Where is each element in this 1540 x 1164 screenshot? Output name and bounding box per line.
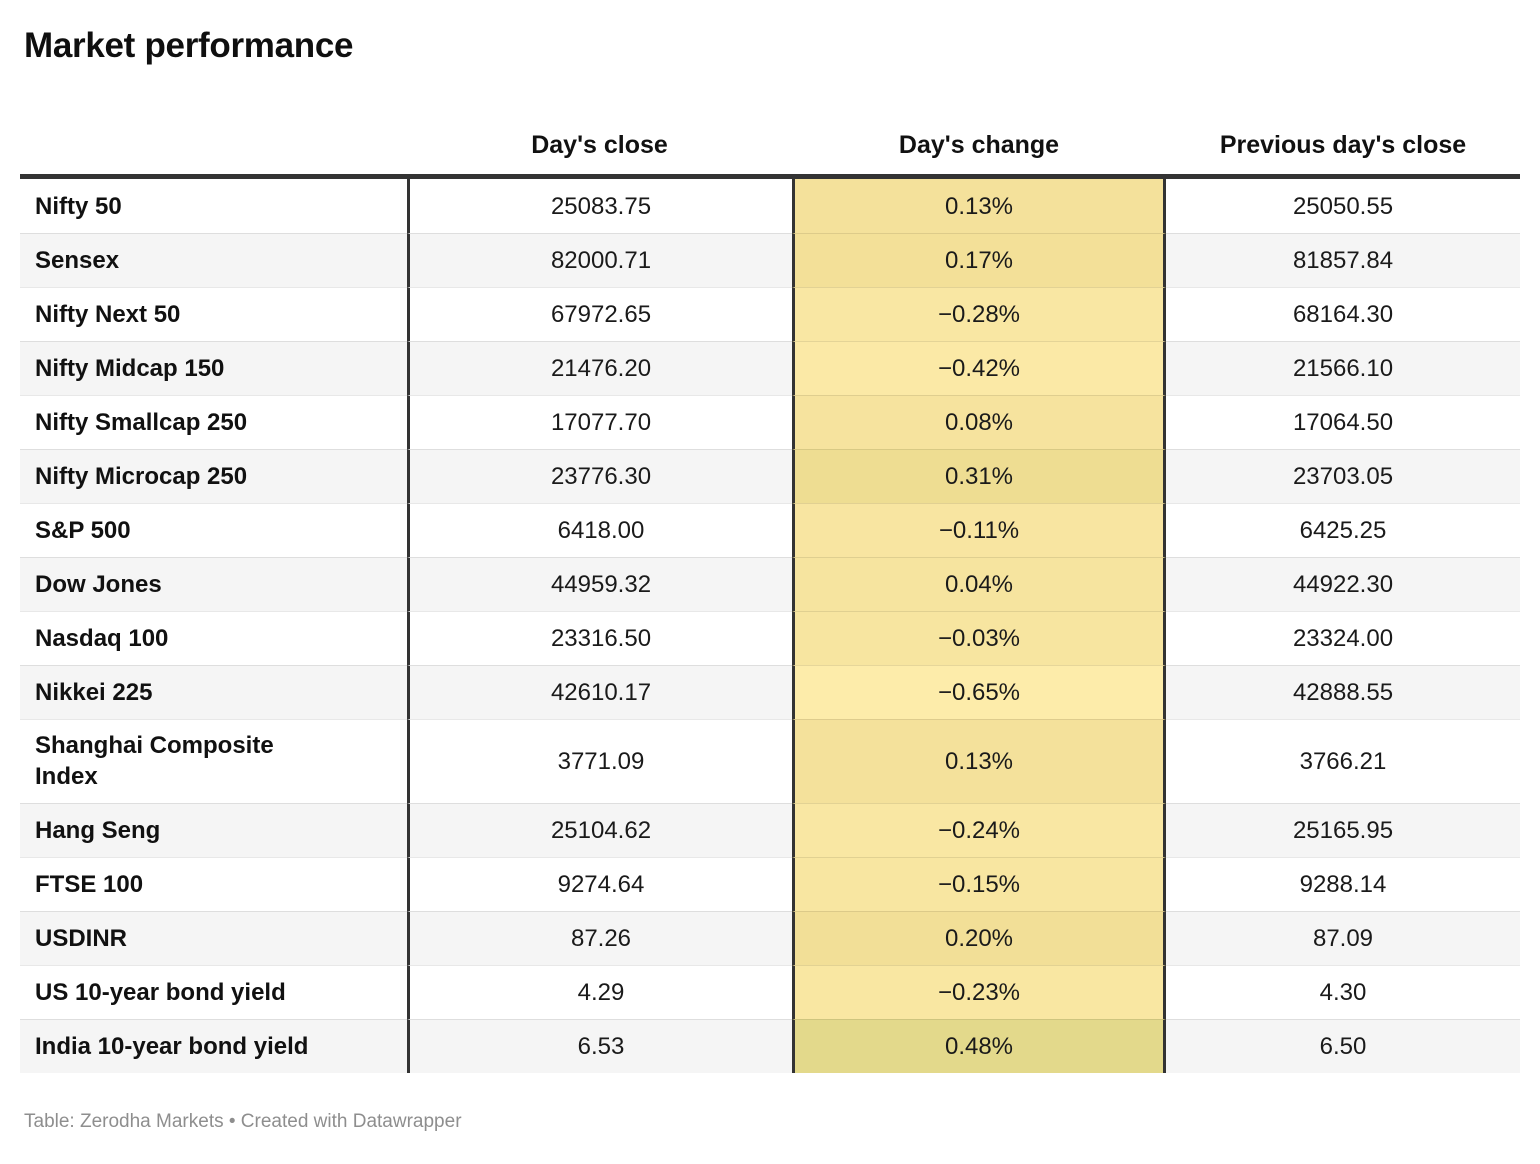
days-change-value: −0.65%: [792, 665, 1166, 720]
days-change-value: 0.48%: [792, 1018, 1166, 1073]
days-close-value: 87.26: [407, 910, 792, 965]
table-row: FTSE 100 9274.64 −0.15% 9288.14: [20, 856, 1520, 911]
table-row: Nasdaq 100 23316.50 −0.03% 23324.00: [20, 611, 1520, 666]
table-row: Nifty Microcap 250 23776.30 0.31% 23703.…: [20, 449, 1520, 504]
days-close-value: 25083.75: [407, 179, 792, 234]
previous-close-value: 9288.14: [1166, 856, 1520, 911]
previous-close-value: 6425.25: [1166, 503, 1520, 557]
table-row: Nifty Midcap 150 21476.20 −0.42% 21566.1…: [20, 341, 1520, 396]
attribution-text: Table: Zerodha Markets • Created with Da…: [24, 1110, 462, 1132]
column-header-name: [20, 160, 407, 174]
table-row: Nifty Smallcap 250 17077.70 0.08% 17064.…: [20, 395, 1520, 450]
previous-close-value: 6.50: [1166, 1018, 1520, 1073]
table-body: Nifty 50 25083.75 0.13% 25050.55 Sensex …: [20, 179, 1520, 1073]
previous-close-value: 3766.21: [1166, 719, 1520, 802]
days-close-value: 4.29: [407, 964, 792, 1019]
table-row: USDINR 87.26 0.20% 87.09: [20, 910, 1520, 965]
row-label: Nifty Smallcap 250: [20, 395, 407, 449]
days-close-value: 82000.71: [407, 233, 792, 288]
page-title: Market performance: [24, 26, 354, 65]
days-close-value: 67972.65: [407, 287, 792, 342]
row-label: Nifty Next 50: [20, 287, 407, 341]
days-change-value: −0.15%: [792, 856, 1166, 911]
days-close-value: 21476.20: [407, 341, 792, 396]
row-label: India 10-year bond yield: [20, 1018, 407, 1073]
column-header-days-close: Day's close: [531, 131, 668, 160]
days-change-value: −0.11%: [792, 503, 1166, 558]
days-change-value: 0.08%: [792, 395, 1166, 450]
days-change-value: 0.20%: [792, 910, 1166, 965]
row-label: FTSE 100: [20, 856, 407, 911]
table-row: Nikkei 225 42610.17 −0.65% 42888.55: [20, 665, 1520, 720]
previous-close-value: 4.30: [1166, 964, 1520, 1019]
row-label: Nikkei 225: [20, 665, 407, 719]
table-row: Nifty Next 50 67972.65 −0.28% 68164.30: [20, 287, 1520, 342]
previous-close-value: 21566.10: [1166, 341, 1520, 395]
days-change-value: −0.03%: [792, 611, 1166, 666]
column-header-days-change: Day's change: [898, 131, 1060, 160]
days-close-value: 44959.32: [407, 557, 792, 612]
row-label: S&P 500: [20, 503, 407, 557]
previous-close-value: 23703.05: [1166, 449, 1520, 503]
days-change-value: 0.13%: [792, 179, 1166, 234]
table-row: US 10-year bond yield 4.29 −0.23% 4.30: [20, 964, 1520, 1019]
row-label: Nifty 50: [35, 192, 122, 220]
days-change-value: 0.13%: [792, 719, 1166, 803]
days-close-value: 6.53: [407, 1018, 792, 1073]
previous-close-value: 23324.00: [1166, 611, 1520, 665]
table-row: Sensex 82000.71 0.17% 81857.84: [20, 233, 1520, 288]
previous-close-value: 25165.95: [1166, 802, 1520, 857]
row-label: Dow Jones: [20, 557, 407, 611]
table-row: Dow Jones 44959.32 0.04% 44922.30: [20, 557, 1520, 612]
column-header-previous-days-close: Previous day's close: [1219, 131, 1467, 160]
previous-close-value: 42888.55: [1166, 665, 1520, 719]
previous-close-value: 68164.30: [1166, 287, 1520, 341]
previous-close-value: 25050.55: [1292, 192, 1394, 220]
table-row: India 10-year bond yield 6.53 0.48% 6.50: [20, 1018, 1520, 1073]
days-change-value: −0.24%: [792, 802, 1166, 857]
days-change-value: −0.28%: [792, 287, 1166, 342]
days-close-value: 17077.70: [407, 395, 792, 450]
table-header-row: Day's close Day's change Previous day's …: [20, 66, 1520, 180]
row-label: Hang Seng: [20, 802, 407, 857]
days-change-value: 0.04%: [792, 557, 1166, 612]
row-label: USDINR: [20, 910, 407, 965]
table-row: Shanghai Composite Index 3771.09 0.13% 3…: [20, 719, 1520, 803]
days-close-value: 9274.64: [407, 856, 792, 911]
previous-close-value: 81857.84: [1166, 233, 1520, 287]
table-row: Nifty 50 25083.75 0.13% 25050.55: [20, 179, 1520, 234]
days-change-value: −0.42%: [792, 341, 1166, 396]
days-change-value: 0.17%: [792, 233, 1166, 288]
days-close-value: 23316.50: [407, 611, 792, 666]
row-label: US 10-year bond yield: [20, 964, 407, 1019]
previous-close-value: 87.09: [1166, 910, 1520, 965]
days-close-value: 6418.00: [407, 503, 792, 558]
row-label: Nifty Microcap 250: [20, 449, 407, 503]
previous-close-value: 17064.50: [1166, 395, 1520, 449]
days-close-value: 25104.62: [407, 802, 792, 857]
days-close-value: 42610.17: [407, 665, 792, 720]
market-performance-table: Day's close Day's change Previous day's …: [20, 66, 1520, 1073]
table-row: Hang Seng 25104.62 −0.24% 25165.95: [20, 802, 1520, 857]
days-close-value: 3771.09: [407, 719, 792, 803]
days-change-value: −0.23%: [792, 964, 1166, 1019]
row-label: Nasdaq 100: [20, 611, 407, 665]
row-label: Sensex: [20, 233, 407, 287]
days-change-value: 0.31%: [792, 449, 1166, 504]
days-close-value: 23776.30: [407, 449, 792, 504]
previous-close-value: 44922.30: [1166, 557, 1520, 611]
row-label: Shanghai Composite Index: [20, 719, 407, 802]
row-label: Nifty Midcap 150: [20, 341, 407, 395]
table-row: S&P 500 6418.00 −0.11% 6425.25: [20, 503, 1520, 558]
